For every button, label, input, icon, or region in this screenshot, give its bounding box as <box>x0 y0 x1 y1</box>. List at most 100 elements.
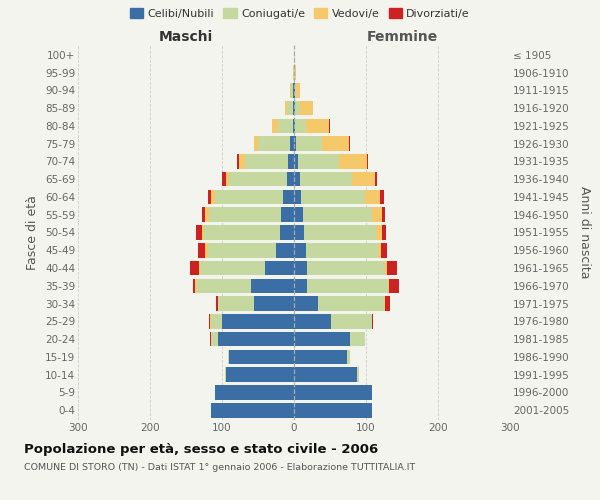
Bar <box>281 208 294 222</box>
Bar <box>208 243 276 258</box>
Bar <box>272 118 278 133</box>
Bar <box>294 350 347 364</box>
Bar <box>372 208 382 222</box>
Bar <box>340 154 367 168</box>
Bar <box>294 314 331 328</box>
Bar <box>365 190 380 204</box>
Bar <box>382 225 386 240</box>
Bar <box>209 314 211 328</box>
Bar <box>239 154 245 168</box>
Bar <box>296 136 322 151</box>
Bar <box>305 243 377 258</box>
Bar <box>294 101 295 116</box>
Bar <box>226 368 294 382</box>
Y-axis label: Fasce di età: Fasce di età <box>26 195 40 270</box>
Bar <box>329 118 330 133</box>
Bar <box>229 350 294 364</box>
Text: Femmine: Femmine <box>367 30 437 44</box>
Bar <box>298 154 340 168</box>
Bar <box>222 314 294 328</box>
Bar <box>349 136 350 151</box>
Bar <box>294 278 307 293</box>
Bar <box>294 261 307 276</box>
Bar <box>211 403 294 417</box>
Bar <box>331 314 372 328</box>
Bar <box>215 296 218 311</box>
Bar <box>304 225 376 240</box>
Bar <box>290 83 291 98</box>
Bar <box>288 154 294 168</box>
Bar <box>294 172 300 186</box>
Bar <box>384 296 385 311</box>
Bar <box>228 350 229 364</box>
Bar <box>300 101 313 116</box>
Bar <box>291 83 293 98</box>
Bar <box>278 118 293 133</box>
Bar <box>283 190 294 204</box>
Bar <box>352 172 374 186</box>
Bar <box>300 172 352 186</box>
Bar <box>385 261 387 276</box>
Bar <box>190 261 199 276</box>
Bar <box>209 208 281 222</box>
Bar <box>280 225 294 240</box>
Bar <box>287 172 294 186</box>
Bar <box>251 278 294 293</box>
Bar <box>294 136 296 151</box>
Bar <box>202 225 204 240</box>
Bar <box>307 278 388 293</box>
Bar <box>318 296 384 311</box>
Bar <box>265 261 294 276</box>
Bar <box>294 403 372 417</box>
Bar <box>294 190 301 204</box>
Bar <box>287 101 293 116</box>
Bar <box>198 243 205 258</box>
Bar <box>199 261 200 276</box>
Bar <box>322 136 349 151</box>
Y-axis label: Anni di nascita: Anni di nascita <box>578 186 591 279</box>
Bar <box>367 154 368 168</box>
Bar <box>258 136 290 151</box>
Bar <box>294 66 295 80</box>
Bar <box>237 154 239 168</box>
Bar <box>293 83 294 98</box>
Bar <box>196 225 202 240</box>
Bar <box>307 261 385 276</box>
Bar <box>387 261 397 276</box>
Bar <box>245 154 288 168</box>
Bar <box>218 332 294 346</box>
Bar <box>202 208 205 222</box>
Text: Maschi: Maschi <box>159 30 213 44</box>
Bar <box>295 101 300 116</box>
Bar <box>347 350 350 364</box>
Bar <box>380 190 384 204</box>
Bar <box>294 296 318 311</box>
Bar <box>294 385 372 400</box>
Bar <box>200 261 265 276</box>
Bar <box>381 243 387 258</box>
Bar <box>294 154 298 168</box>
Bar <box>204 225 280 240</box>
Bar <box>301 190 365 204</box>
Bar <box>295 83 296 98</box>
Bar <box>302 208 372 222</box>
Bar <box>293 66 294 80</box>
Bar <box>215 385 294 400</box>
Bar <box>294 332 350 346</box>
Bar <box>374 172 377 186</box>
Bar <box>294 368 358 382</box>
Bar <box>276 243 294 258</box>
Bar <box>254 296 294 311</box>
Bar <box>196 278 197 293</box>
Bar <box>226 172 229 186</box>
Bar <box>306 118 329 133</box>
Bar <box>294 208 302 222</box>
Legend: Celibi/Nubili, Coniugati/e, Vedovi/e, Divorziati/e: Celibi/Nubili, Coniugati/e, Vedovi/e, Di… <box>128 6 472 21</box>
Bar <box>211 314 222 328</box>
Bar <box>296 83 301 98</box>
Bar <box>229 172 287 186</box>
Bar <box>290 136 294 151</box>
Bar <box>293 118 294 133</box>
Text: Popolazione per età, sesso e stato civile - 2006: Popolazione per età, sesso e stato civil… <box>24 442 378 456</box>
Bar <box>294 243 305 258</box>
